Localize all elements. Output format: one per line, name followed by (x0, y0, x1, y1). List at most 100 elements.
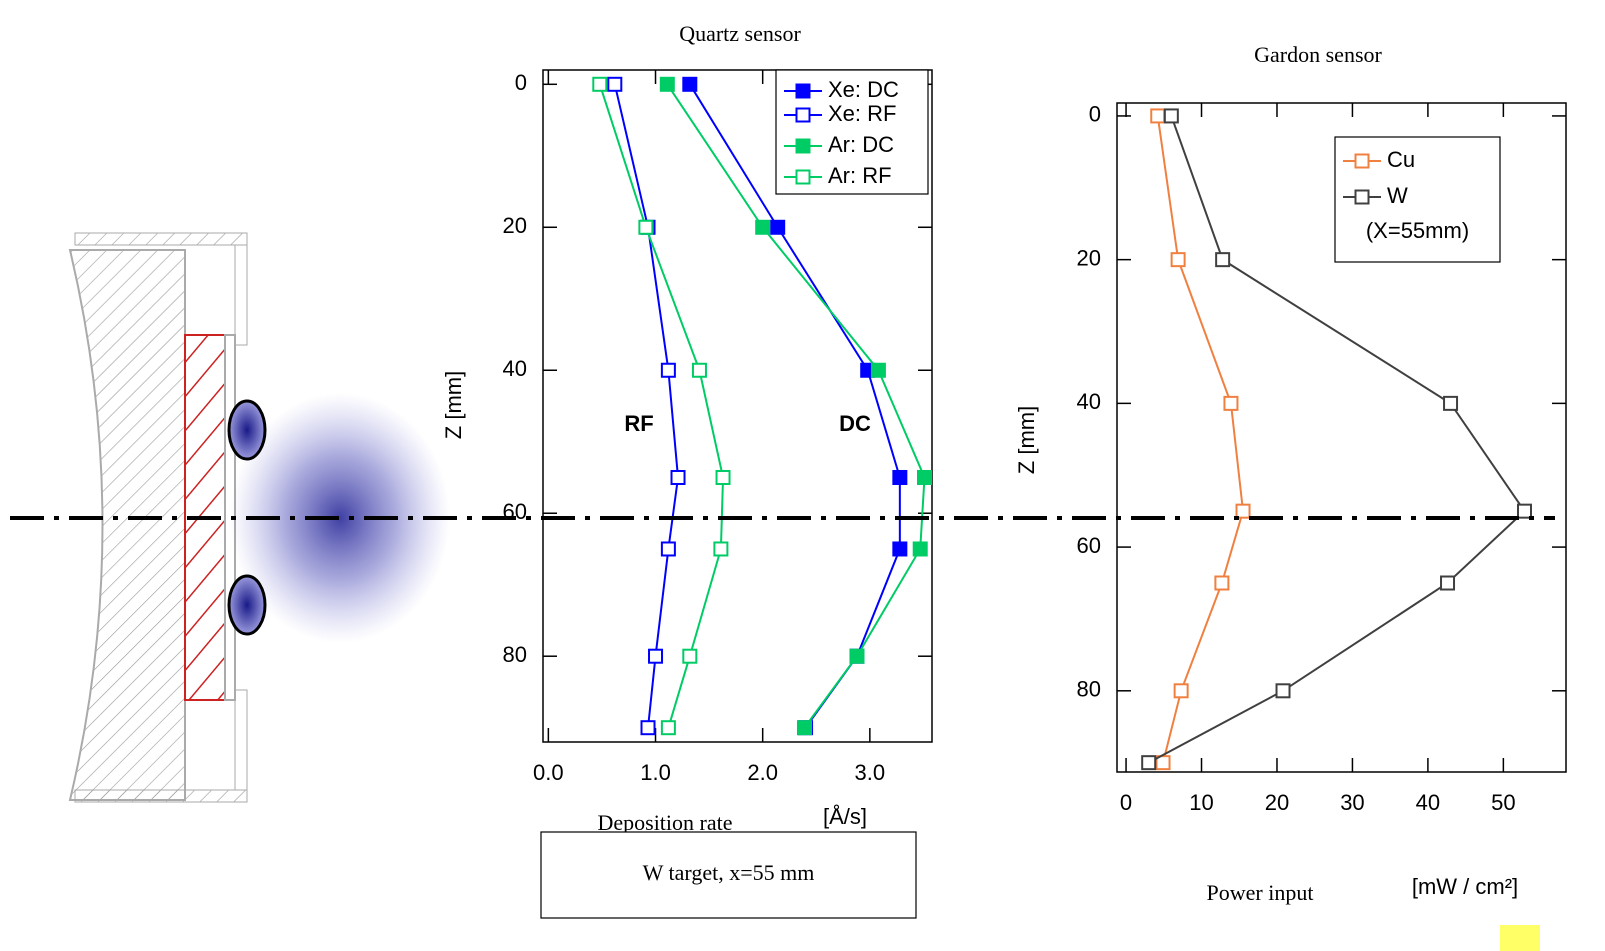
plot-frame (542, 69, 933, 743)
marker (592, 76, 608, 92)
marker (682, 76, 698, 92)
marker (715, 469, 731, 485)
legend-marker (795, 83, 811, 99)
caption-box (540, 831, 917, 919)
legend-note: (X=55mm) (1366, 218, 1469, 243)
plasma-ring-bottom (227, 574, 267, 636)
y-axis-label: Z [mm] (1014, 406, 1039, 474)
y-tick-label: 60 (1077, 533, 1101, 558)
marker (1163, 108, 1179, 124)
marker (1173, 683, 1189, 699)
legend-label: Xe: RF (828, 101, 896, 126)
y-tick-label: 40 (503, 356, 527, 381)
legend-label: Ar: DC (828, 132, 894, 157)
legend-marker (795, 107, 811, 123)
chart-title: Gardon sensor (1254, 42, 1382, 67)
marker (916, 469, 932, 485)
legend-label: Cu (1387, 147, 1415, 172)
x-tick-label: 0 (1120, 790, 1132, 815)
x-tick-label: 10 (1189, 790, 1213, 815)
plasma-ring-top (227, 399, 267, 461)
plot-frame (1116, 102, 1567, 773)
chart-title: Quartz sensor (679, 21, 801, 46)
y-tick-label: 20 (503, 213, 527, 238)
marker (1150, 108, 1166, 124)
marker (1214, 575, 1230, 591)
marker (1275, 683, 1291, 699)
y-tick-label: 0 (1089, 102, 1101, 127)
legend-label: Ar: RF (828, 163, 892, 188)
x-tick-label: 50 (1491, 790, 1515, 815)
marker (1141, 755, 1157, 771)
marker (670, 469, 686, 485)
x-tick-label: 40 (1416, 790, 1440, 815)
marker (796, 720, 812, 736)
marker (682, 648, 698, 664)
target-body (68, 249, 186, 801)
marker (713, 541, 729, 557)
chart: Quartz sensor 0 20 40 60 80 0.0 1.0 2.0 3.0 Deposi… (441, 21, 933, 919)
y-tick-label: 80 (503, 642, 527, 667)
series-line (613, 84, 680, 728)
housing-top (74, 232, 248, 246)
legend-label: W (1387, 183, 1408, 208)
marker (1440, 575, 1456, 591)
y-axis-label: Z [mm] (441, 371, 466, 439)
housing-right-bottom (234, 689, 248, 791)
legend-marker (1354, 189, 1370, 205)
marker (1155, 755, 1171, 771)
x-axis-label: Power input (1207, 880, 1314, 905)
series-line (598, 83, 725, 728)
plasma-glow (230, 393, 450, 643)
marker (1223, 395, 1239, 411)
marker (892, 541, 908, 557)
legend-marker (795, 138, 811, 154)
marker (1170, 252, 1186, 268)
marker (659, 76, 675, 92)
y-tick-label: 40 (1077, 389, 1101, 414)
x-tick-label: 2.0 (747, 760, 778, 785)
y-tick-label: 60 (503, 499, 527, 524)
legend-marker (1354, 153, 1370, 169)
annotation: RF (624, 411, 653, 436)
marker (849, 648, 865, 664)
marker (691, 362, 707, 378)
x-tick-label: 1.0 (640, 760, 671, 785)
marker (912, 541, 928, 557)
marker (1235, 503, 1251, 519)
chart: Gardon sensor 0 20 40 60 80 0 10 20 30 40 50 Power i… (1014, 42, 1567, 905)
x-tick-label: 0.0 (533, 760, 564, 785)
x-tick-label: 3.0 (855, 760, 886, 785)
marker (1443, 395, 1459, 411)
y-tick-label: 0 (515, 70, 527, 95)
marker (892, 469, 908, 485)
y-tick-label: 20 (1077, 245, 1101, 270)
caption: W target, x=55 mm (643, 860, 815, 885)
charts: Quartz sensor 0 20 40 60 80 0.0 1.0 2.0 3.0 Deposi… (441, 21, 1567, 919)
legend-marker (795, 169, 811, 185)
marker (648, 648, 664, 664)
marker (660, 362, 676, 378)
housing-right-top (234, 244, 248, 346)
marker (755, 219, 771, 235)
x-tick-label: 30 (1340, 790, 1364, 815)
marker (870, 362, 886, 378)
x-axis-label: Deposition rate (597, 810, 732, 835)
marker (770, 219, 786, 235)
legend-label: Xe: DC (828, 77, 899, 102)
marker (638, 219, 654, 235)
x-axis-unit: [mW / cm²] (1412, 874, 1518, 899)
marker (1516, 503, 1532, 519)
marker (660, 541, 676, 557)
x-axis-unit: [Å/s] (823, 804, 867, 829)
marker (640, 720, 656, 736)
marker (660, 720, 676, 736)
marker (607, 76, 623, 92)
highlight-mark (1500, 925, 1540, 951)
annotation: DC (839, 411, 871, 436)
x-tick-label: 20 (1265, 790, 1289, 815)
series-line (1156, 115, 1245, 763)
marker (1215, 252, 1231, 268)
y-tick-label: 80 (1077, 677, 1101, 702)
